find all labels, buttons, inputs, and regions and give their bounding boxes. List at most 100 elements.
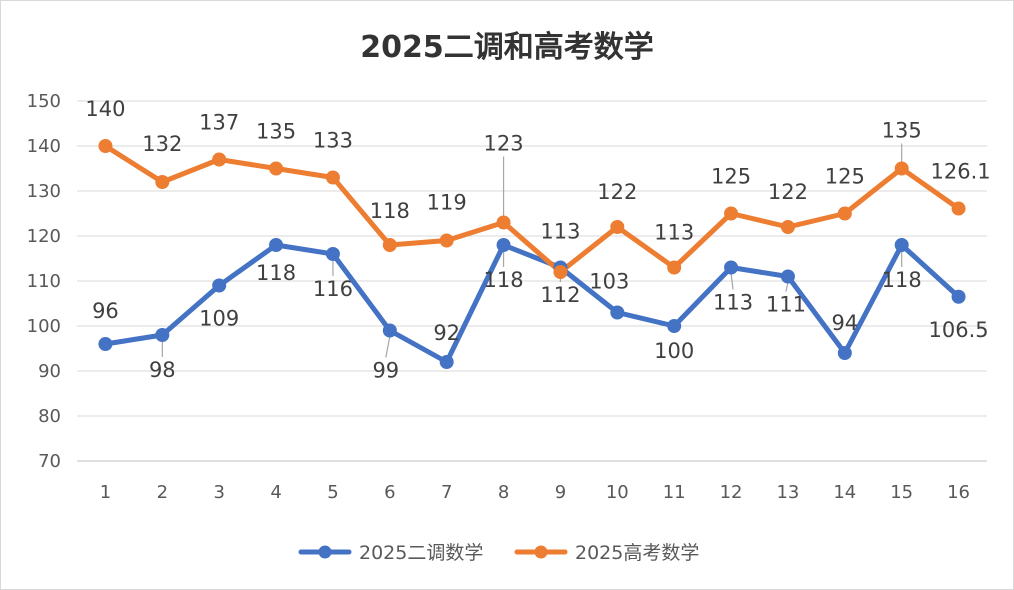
data-label: 122 [768,180,808,204]
data-label: 118 [370,199,410,223]
y-tick-label: 140 [27,136,61,157]
data-label: 111 [766,293,806,317]
x-tick-label: 3 [213,482,224,503]
x-tick-label: 5 [327,482,338,503]
x-tick-label: 12 [720,482,743,503]
data-label: 113 [713,291,753,315]
data-point [269,161,284,176]
x-tick-label: 8 [498,482,509,503]
data-label: 126.1 [931,160,991,184]
data-label: 112 [540,283,580,307]
data-point [667,319,682,333]
gridlines [77,100,987,462]
leader-line [385,336,391,358]
data-point [553,265,568,279]
data-label: 135 [256,120,296,144]
data-label: 103 [589,270,629,294]
data-point [212,278,227,293]
data-point [610,220,625,234]
x-tick-label: 7 [441,482,452,503]
y-tick-label: 90 [38,361,61,382]
data-point [325,170,340,185]
y-tick-label: 70 [38,451,61,472]
data-label: 132 [142,132,182,156]
series-line [102,242,962,365]
data-point [951,201,966,216]
y-tick-label: 80 [38,406,61,427]
x-tick-label: 11 [663,482,686,503]
y-tick-label: 130 [27,181,61,202]
data-label: 125 [711,165,751,189]
data-point [98,139,113,153]
series-lines [102,143,962,365]
data-label: 118 [882,268,922,292]
data-point [439,233,454,248]
series-points [98,139,966,369]
data-point [837,206,852,221]
data-point [837,346,852,360]
data-point [894,161,909,176]
data-point [724,206,739,221]
data-label: 92 [433,321,460,345]
data-label: 113 [654,221,694,245]
x-tick-label: 2 [157,482,168,503]
data-label: 122 [597,180,637,204]
series-line [102,143,962,275]
data-point [610,305,625,320]
data-point [212,152,227,167]
data-point [780,269,795,284]
data-point [780,220,795,234]
data-point [951,289,966,304]
legend-entry: 2025二调数学 [359,542,483,564]
x-tick-label: 14 [833,482,856,503]
data-label: 125 [825,165,865,189]
data-point [98,337,113,351]
data-label: 116 [313,277,353,301]
chart-title: 2025二调和高考数学 [360,30,654,65]
data-label: 133 [313,129,353,153]
data-label: 109 [199,307,239,331]
data-label: 98 [149,358,176,382]
data-label: 118 [484,268,524,292]
legend-swatch-marker [318,545,332,559]
data-point [724,260,739,275]
leader-line [785,282,789,292]
x-tick-label: 9 [555,482,566,503]
data-label: 99 [372,359,399,383]
label-leader-lines [161,143,903,358]
y-tick-label: 150 [27,91,61,112]
x-tick-label: 4 [270,482,281,503]
y-tick-label: 110 [27,271,61,292]
data-label: 94 [831,311,858,335]
data-label: 140 [85,97,125,121]
legend: 2025二调数学 2025高考数学 [298,542,699,564]
data-point [894,238,909,252]
x-axis: 1 2 3 4 5 6 7 8 9 10 11 12 13 14 15 16 [100,482,970,503]
data-point [439,355,454,369]
y-tick-label: 120 [27,226,61,247]
data-label: 137 [199,111,239,135]
data-point [155,328,170,342]
y-tick-label: 100 [27,316,61,337]
x-tick-label: 6 [384,482,395,503]
data-label: 123 [484,132,524,156]
data-point [496,238,511,252]
data-label: 100 [654,339,694,363]
data-point [325,247,340,261]
data-labels: 96 98 109 118 116 99 92 118 113 103 100 113 111 94 118… [85,97,990,383]
data-point [667,260,682,275]
data-label: 135 [882,119,922,143]
leader-line [730,273,734,290]
legend-swatch-marker [534,545,548,559]
data-point [269,238,284,252]
x-tick-label: 1 [100,482,111,503]
x-tick-label: 15 [890,482,913,503]
data-point [155,175,170,189]
legend-entry: 2025高考数学 [575,542,699,564]
data-point [496,215,511,230]
data-point [382,238,397,252]
data-label: 96 [92,299,119,323]
data-label: 113 [540,220,580,244]
